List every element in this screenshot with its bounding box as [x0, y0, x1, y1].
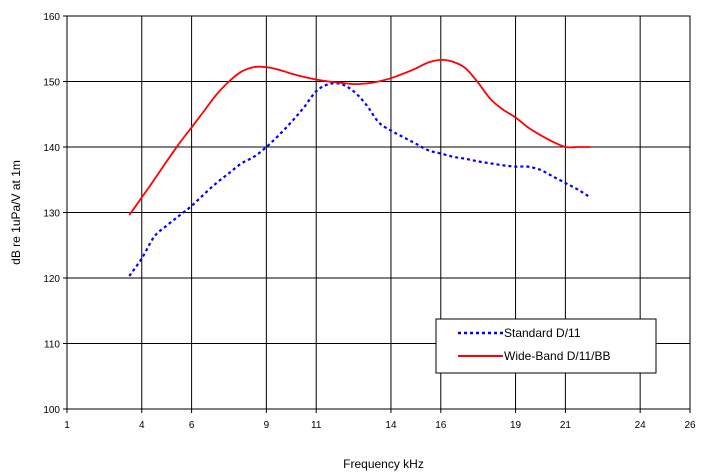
- x-axis-title: Frequency kHz: [343, 457, 424, 471]
- y-tick-label: 140: [43, 143, 60, 154]
- y-tick-label: 110: [44, 340, 60, 351]
- series-line-standard: [128, 82, 591, 277]
- legend-label-standard: Standard D/11: [504, 326, 581, 340]
- legend: Standard D/11 Wide-Band D/11/BB: [435, 318, 657, 374]
- y-tick-label: 160: [43, 12, 60, 23]
- y-tick-label: 130: [43, 209, 60, 220]
- legend-box: [435, 318, 657, 374]
- x-tick-label: 1: [64, 420, 70, 431]
- x-tick-label: 14: [385, 420, 397, 431]
- y-tick-label: 120: [43, 274, 60, 285]
- y-tick-label: 150: [43, 78, 60, 89]
- x-tick-label: 19: [510, 420, 522, 431]
- y-tick-label: 100: [43, 405, 60, 416]
- x-tick-label: 16: [435, 420, 447, 431]
- x-tick-label: 6: [189, 420, 195, 431]
- x-tick-label: 11: [311, 420, 322, 431]
- x-tick-label: 24: [635, 420, 647, 431]
- x-tick-label: 9: [264, 420, 270, 431]
- y-axis-title: dB re 1uPa/V at 1m: [9, 160, 23, 265]
- x-tick-label: 26: [684, 420, 696, 431]
- x-tick-label: 4: [139, 420, 145, 431]
- legend-label-wide-band: Wide-Band D/11/BB: [504, 349, 611, 363]
- series-layer: [128, 58, 591, 277]
- series-line-wide-band: [128, 58, 591, 216]
- x-tick-label: 21: [560, 420, 572, 431]
